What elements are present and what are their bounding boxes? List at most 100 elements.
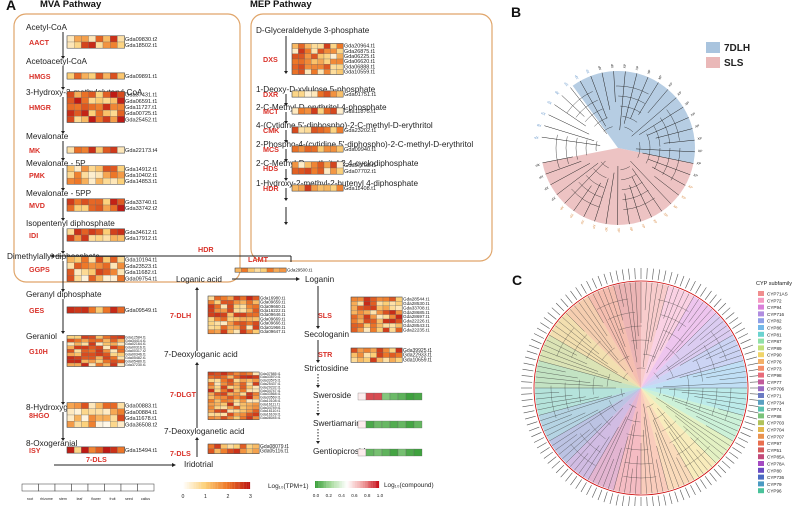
gene-id: Gda20964.t1: [344, 44, 375, 50]
heatmap-cell: [66, 109, 75, 117]
tree-b-branch: [651, 166, 686, 186]
heatmap-cell: [102, 349, 111, 353]
heatmap-cell: [350, 296, 358, 302]
tree-c-branch: [540, 355, 610, 378]
tree-c-leaf-label: [695, 482, 702, 493]
tree-c-arc: [578, 325, 704, 451]
tree-c-branch: [618, 284, 624, 307]
compound-cell: [365, 420, 375, 429]
heatmap-cell: [252, 416, 260, 420]
compound-cell: [405, 420, 415, 429]
gene-id: Gda06225.t1: [344, 54, 375, 60]
tree-c-branch: [546, 409, 599, 437]
heatmap-cell: [323, 48, 331, 54]
heatmap-cell: [357, 327, 364, 333]
gene-id: Gda34747.t1: [260, 389, 281, 393]
tree-c-leaf-label: [580, 283, 587, 294]
heatmap-cell: [117, 198, 125, 206]
tree-c-branch: [541, 414, 572, 427]
cyp-legend-label: CYP81: [767, 332, 782, 337]
tree-c-branch: [597, 291, 629, 360]
comp-gradient-step: [348, 481, 351, 488]
gene-id: Gda01751.t1: [344, 92, 376, 98]
tree-c-leaf-label: [543, 317, 553, 325]
tree-b-branch: [654, 176, 679, 196]
gene-id: Gda10108.t1: [260, 399, 281, 403]
heatmap-cell: [227, 412, 234, 417]
enzyme-cmk: CMK: [263, 126, 280, 135]
heatmap-border: [291, 145, 344, 153]
heatmap-cell: [220, 412, 228, 417]
tree-b-leaf: XP: [533, 135, 539, 140]
tree-c-leaf-label: [526, 421, 538, 426]
tree-c-sector: [538, 335, 641, 388]
tree-c-leaf-label: [709, 472, 717, 482]
compound-cell: [405, 392, 415, 401]
expr-gradient-step: [207, 482, 210, 489]
heatmap-cell: [88, 402, 96, 409]
heatmap-cell: [81, 352, 89, 357]
tree-c-branch: [544, 412, 586, 432]
comp-gradient-step: [374, 481, 376, 488]
tree-b-branch: [573, 185, 592, 212]
gene-id: Gda29232.t1: [260, 385, 281, 389]
tree-b-branch: [631, 176, 652, 218]
gene-id: Gda14912.t1: [125, 167, 157, 173]
heatmap-cell: [389, 357, 396, 363]
arrow-head: [284, 71, 288, 74]
tree-c-leaf-label: [597, 275, 603, 287]
heatmap-cell: [117, 352, 125, 357]
heatmap-cell: [220, 295, 228, 301]
heatmap-cell: [117, 306, 125, 314]
heatmap-cell: [239, 295, 247, 301]
cyp-legend-label: CYP79: [767, 482, 782, 487]
tree-c-branch: [587, 426, 619, 480]
heatmap-cell: [102, 408, 111, 416]
heatmap-cell: [117, 356, 125, 360]
heatmap-cell: [227, 375, 234, 379]
heatmap-cell: [233, 295, 241, 301]
sample-cell: [137, 483, 155, 492]
heatmap-cell: [117, 268, 125, 276]
heatmap-cell: [102, 177, 111, 185]
gene-id: Gda28543.t1: [403, 323, 430, 328]
heatmap-cell: [110, 446, 118, 454]
heatmap-cell: [74, 91, 82, 98]
heatmap-cell: [370, 323, 377, 328]
heatmap-cell: [66, 103, 75, 111]
metabolite-iridotrial: Iridotrial: [184, 460, 213, 469]
cyp-legend-swatch: [758, 291, 764, 296]
gene-id: Gda29500.t1: [287, 267, 313, 272]
heatmap-cell: [239, 329, 247, 334]
tree-c-leaf-label: [663, 270, 667, 282]
heatmap-cell: [81, 97, 89, 105]
heatmap-cell: [311, 69, 318, 75]
gene-id: Gda00316.t1: [125, 346, 146, 350]
tree-b-leaf: XP: [697, 136, 703, 141]
tree-b-branch: [583, 182, 601, 218]
heatmap-cell: [304, 126, 312, 134]
tree-c-leaf-label: [721, 460, 731, 469]
heatmap-border: [66, 198, 125, 212]
heatmap-cell: [363, 318, 371, 324]
gene-id: Gda09660.t1: [260, 304, 286, 309]
heatmap-cell: [88, 146, 96, 154]
heatmap-cell: [336, 58, 344, 65]
heatmap-cell: [389, 318, 396, 324]
heatmap-border: [207, 295, 260, 335]
comp-tick: 0.4: [338, 493, 345, 498]
heatmap-cell: [376, 310, 384, 315]
sample-cell: [104, 483, 122, 492]
heatmap-cell: [389, 327, 396, 333]
sample-name: seed: [125, 497, 133, 501]
heatmap-cell: [88, 171, 96, 179]
expr-gradient-step: [241, 482, 244, 489]
tree-c-leaf-label: [547, 312, 557, 320]
cyp-legend-label: CYP78A: [767, 462, 786, 467]
tree-c-branch: [536, 396, 586, 405]
compound-cell: [373, 420, 383, 429]
tree-c-branch: [656, 325, 727, 377]
tree-c-leaf-label: [744, 421, 756, 426]
arrow-head: [284, 178, 288, 181]
heatmap-cell: [81, 446, 89, 454]
